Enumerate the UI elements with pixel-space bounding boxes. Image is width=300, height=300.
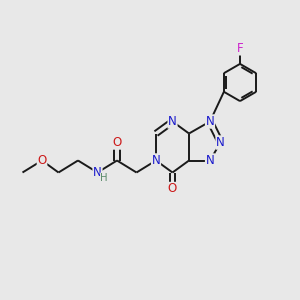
Text: N: N [206, 154, 214, 167]
Text: O: O [112, 136, 122, 149]
Text: N: N [93, 166, 102, 179]
Text: N: N [206, 115, 214, 128]
Text: O: O [168, 182, 177, 196]
Text: N: N [168, 115, 177, 128]
Text: F: F [237, 42, 243, 55]
Text: N: N [152, 154, 160, 167]
Text: O: O [38, 154, 46, 167]
Text: H: H [100, 173, 108, 183]
Text: N: N [216, 136, 225, 149]
